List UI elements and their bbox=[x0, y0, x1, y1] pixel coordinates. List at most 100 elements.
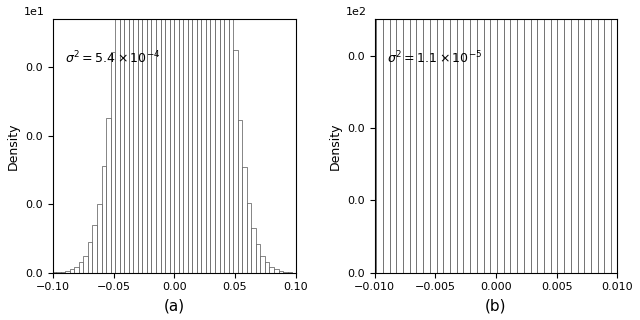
Bar bbox=[133, 0, 138, 273]
Bar bbox=[524, 0, 531, 273]
Bar bbox=[336, 256, 342, 273]
Bar bbox=[269, 267, 274, 273]
Bar bbox=[638, 226, 640, 273]
Bar bbox=[224, 0, 228, 273]
Bar bbox=[484, 0, 490, 273]
Bar bbox=[631, 198, 638, 273]
Bar bbox=[376, 0, 383, 273]
Bar bbox=[396, 0, 403, 273]
Bar bbox=[165, 0, 170, 273]
Bar bbox=[242, 167, 247, 273]
Bar bbox=[470, 0, 477, 273]
Text: 1e1: 1e1 bbox=[24, 7, 45, 17]
Bar bbox=[497, 0, 504, 273]
Bar bbox=[457, 0, 463, 273]
Bar bbox=[152, 0, 156, 273]
Bar bbox=[278, 271, 283, 273]
Bar bbox=[188, 0, 192, 273]
Bar bbox=[88, 242, 92, 273]
Bar bbox=[403, 0, 410, 273]
Bar bbox=[598, 0, 604, 273]
Bar bbox=[170, 0, 174, 273]
Bar bbox=[147, 0, 152, 273]
Bar bbox=[544, 0, 550, 273]
Bar bbox=[283, 272, 287, 273]
Bar bbox=[237, 120, 242, 273]
Bar bbox=[363, 120, 369, 273]
Bar bbox=[83, 256, 88, 273]
Bar bbox=[111, 52, 115, 273]
Bar bbox=[142, 0, 147, 273]
Bar bbox=[329, 266, 336, 273]
Bar bbox=[52, 272, 56, 273]
Bar bbox=[138, 0, 142, 273]
Bar bbox=[124, 0, 129, 273]
Bar bbox=[197, 0, 202, 273]
Bar bbox=[323, 270, 329, 273]
Bar bbox=[183, 0, 188, 273]
Bar bbox=[260, 256, 265, 273]
Bar bbox=[202, 0, 206, 273]
Bar bbox=[56, 272, 61, 273]
Bar bbox=[463, 0, 470, 273]
Bar bbox=[61, 272, 65, 273]
Bar bbox=[417, 0, 423, 273]
Bar bbox=[436, 0, 444, 273]
Bar bbox=[74, 267, 79, 273]
Text: $\sigma^2 = 5.4 \times 10^{-4}$: $\sigma^2 = 5.4 \times 10^{-4}$ bbox=[65, 50, 160, 67]
Bar bbox=[211, 0, 215, 273]
Bar bbox=[531, 0, 538, 273]
Bar bbox=[423, 0, 430, 273]
Bar bbox=[369, 5, 376, 273]
Bar bbox=[252, 228, 256, 273]
Bar bbox=[564, 0, 571, 273]
Bar bbox=[591, 0, 598, 273]
Bar bbox=[206, 0, 211, 273]
Bar bbox=[309, 272, 316, 273]
Bar bbox=[444, 0, 450, 273]
Bar bbox=[342, 244, 349, 273]
Bar bbox=[102, 166, 106, 273]
Bar bbox=[604, 0, 611, 273]
Bar bbox=[511, 0, 517, 273]
Bar bbox=[174, 0, 179, 273]
Bar bbox=[247, 203, 252, 273]
Bar bbox=[274, 269, 278, 273]
Bar bbox=[356, 180, 363, 273]
Bar bbox=[316, 271, 323, 273]
X-axis label: (a): (a) bbox=[164, 298, 185, 313]
Bar bbox=[97, 204, 102, 273]
Bar bbox=[625, 144, 631, 273]
Text: $\sigma^2 = 1.1 \times 10^{-5}$: $\sigma^2 = 1.1 \times 10^{-5}$ bbox=[387, 50, 482, 67]
Bar bbox=[179, 0, 183, 273]
Y-axis label: Density: Density bbox=[7, 122, 20, 170]
Bar bbox=[390, 0, 396, 273]
Bar bbox=[215, 0, 220, 273]
Bar bbox=[383, 0, 390, 273]
Bar bbox=[192, 0, 197, 273]
Bar bbox=[92, 225, 97, 273]
Bar bbox=[571, 0, 577, 273]
Bar bbox=[265, 262, 269, 273]
Bar bbox=[611, 0, 618, 273]
Bar bbox=[577, 0, 584, 273]
Bar bbox=[504, 0, 511, 273]
Bar bbox=[65, 271, 70, 273]
Bar bbox=[490, 0, 497, 273]
Bar bbox=[120, 0, 124, 273]
Bar bbox=[618, 48, 625, 273]
Bar bbox=[79, 262, 83, 273]
Bar bbox=[517, 0, 524, 273]
Bar bbox=[557, 0, 564, 273]
X-axis label: (b): (b) bbox=[485, 298, 507, 313]
Bar bbox=[233, 50, 237, 273]
Bar bbox=[115, 0, 120, 273]
Bar bbox=[70, 269, 74, 273]
Bar bbox=[228, 0, 233, 273]
Bar bbox=[106, 118, 111, 273]
Bar bbox=[129, 0, 133, 273]
Bar bbox=[220, 0, 224, 273]
Bar bbox=[450, 0, 457, 273]
Bar bbox=[256, 244, 260, 273]
Y-axis label: Density: Density bbox=[329, 122, 342, 170]
